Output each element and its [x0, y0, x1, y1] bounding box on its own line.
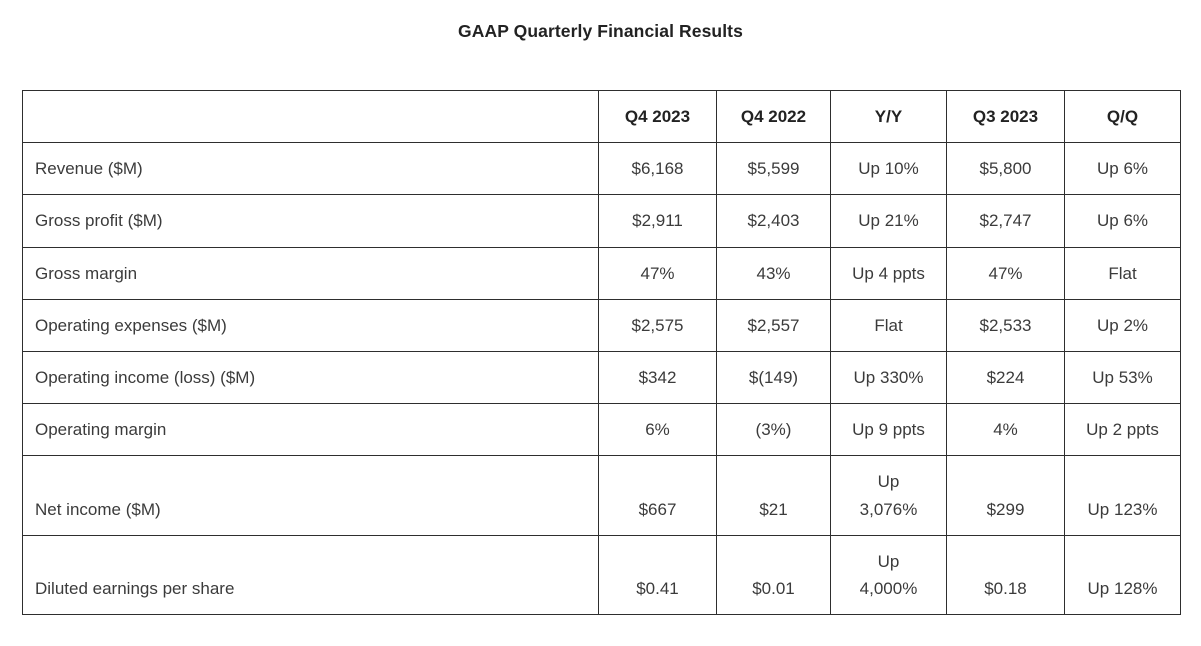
table-row: Gross profit ($M) $2,911 $2,403 Up 21% $…: [22, 194, 1181, 248]
column-header-blank: [22, 89, 599, 144]
cell-q4-2022: $21: [716, 455, 831, 536]
column-header-yy: Y/Y: [830, 89, 947, 144]
cell-q4-2022: $(149): [716, 350, 831, 405]
table-row: Revenue ($M) $6,168 $5,599 Up 10% $5,800…: [22, 142, 1181, 196]
cell-q3-2023: $224: [946, 350, 1065, 405]
cell-yy: Up 4,000%: [830, 534, 947, 616]
cell-yy: Up 10%: [830, 142, 947, 196]
cell-q4-2022: $2,557: [716, 298, 831, 352]
column-header-q3-2023: Q3 2023: [946, 89, 1065, 144]
table-row: Operating expenses ($M) $2,575 $2,557 Fl…: [22, 298, 1181, 352]
cell-qq: Flat: [1064, 246, 1181, 300]
table-row: Diluted earnings per share $0.41 $0.01 U…: [22, 534, 1181, 616]
row-label: Gross profit ($M): [22, 194, 599, 248]
cell-qq: Up 123%: [1064, 455, 1181, 536]
column-header-qq: Q/Q: [1064, 89, 1181, 144]
table-row: Operating income (loss) ($M) $342 $(149)…: [22, 350, 1181, 405]
table-row: Net income ($M) $667 $21 Up 3,076% $299 …: [22, 455, 1181, 536]
row-label: Diluted earnings per share: [22, 534, 599, 616]
cell-yy: Flat: [830, 298, 947, 352]
cell-q4-2022: $0.01: [716, 534, 831, 616]
cell-q4-2023: $6,168: [598, 142, 717, 196]
cell-q4-2023: $342: [598, 350, 717, 405]
financial-results-table: Q4 2023 Q4 2022 Y/Y Q3 2023 Q/Q Revenue …: [22, 89, 1181, 616]
cell-q3-2023: $5,800: [946, 142, 1065, 196]
header-row: Q4 2023 Q4 2022 Y/Y Q3 2023 Q/Q: [22, 89, 1181, 144]
cell-q3-2023: $299: [946, 455, 1065, 536]
cell-q3-2023: 4%: [946, 403, 1065, 457]
cell-q4-2023: $2,911: [598, 194, 717, 248]
cell-q4-2023: 47%: [598, 246, 717, 300]
cell-qq: Up 6%: [1064, 194, 1181, 248]
cell-q4-2023: $667: [598, 455, 717, 536]
cell-q3-2023: $2,533: [946, 298, 1065, 352]
cell-q4-2022: $5,599: [716, 142, 831, 196]
cell-qq: Up 6%: [1064, 142, 1181, 196]
column-header-q4-2022: Q4 2022: [716, 89, 831, 144]
row-label: Operating expenses ($M): [22, 298, 599, 352]
cell-qq: Up 2%: [1064, 298, 1181, 352]
column-header-q4-2023: Q4 2023: [598, 89, 717, 144]
cell-q3-2023: $0.18: [946, 534, 1065, 616]
cell-yy: Up 9 ppts: [830, 403, 947, 457]
row-label: Revenue ($M): [22, 142, 599, 196]
table-row: Operating margin 6% (3%) Up 9 ppts 4% Up…: [22, 403, 1181, 457]
cell-qq: Up 128%: [1064, 534, 1181, 616]
cell-qq: Up 53%: [1064, 350, 1181, 405]
cell-yy: Up 4 ppts: [830, 246, 947, 300]
cell-q4-2023: 6%: [598, 403, 717, 457]
cell-q3-2023: 47%: [946, 246, 1065, 300]
cell-qq: Up 2 ppts: [1064, 403, 1181, 457]
cell-yy: Up 3,076%: [830, 455, 947, 536]
cell-q4-2022: $2,403: [716, 194, 831, 248]
cell-q4-2023: $2,575: [598, 298, 717, 352]
row-label: Operating income (loss) ($M): [22, 350, 599, 405]
table-row: Gross margin 47% 43% Up 4 ppts 47% Flat: [22, 246, 1181, 300]
row-label: Operating margin: [22, 403, 599, 457]
page-title: GAAP Quarterly Financial Results: [458, 21, 743, 41]
row-label: Net income ($M): [22, 455, 599, 536]
cell-q4-2023: $0.41: [598, 534, 717, 616]
cell-yy: Up 21%: [830, 194, 947, 248]
cell-q4-2022: 43%: [716, 246, 831, 300]
cell-q4-2022: (3%): [716, 403, 831, 457]
cell-q3-2023: $2,747: [946, 194, 1065, 248]
row-label: Gross margin: [22, 246, 599, 300]
cell-yy: Up 330%: [830, 350, 947, 405]
